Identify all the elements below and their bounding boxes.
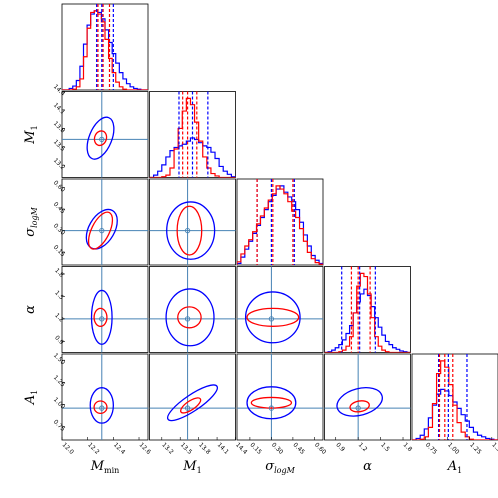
xtick-label-1-4: 14.4	[234, 441, 249, 456]
ytick-label-3-2: 1.5	[53, 290, 65, 302]
truth-marker-3-1	[184, 316, 191, 322]
panel-4-4	[411, 353, 498, 441]
panel-3-1	[149, 266, 236, 353]
contour-a-3-0	[90, 289, 113, 345]
contour-b-4-1	[180, 397, 202, 414]
truth-marker-4-0	[99, 405, 105, 411]
pair-1-0	[62, 91, 148, 178]
contour-b-4-0	[93, 400, 108, 415]
contour-a-1-0	[86, 116, 115, 160]
panel-1-0	[61, 91, 149, 178]
panel-4-3	[324, 353, 411, 441]
contour-a-4-0	[89, 387, 114, 424]
contour-b-4-2	[250, 396, 293, 409]
ylabel-M1: M1	[23, 125, 39, 144]
ylabel-alpha: α	[23, 305, 38, 314]
xtick-label-4-1: 1.00	[446, 441, 461, 456]
diag-4	[412, 354, 498, 440]
truth-marker-3-2	[268, 316, 275, 322]
truth-marker-4-2	[268, 405, 275, 411]
ylabel-sigma: σlogM	[23, 206, 39, 236]
panel-2-1	[149, 178, 236, 266]
contour-a-4-3	[336, 387, 383, 417]
panel-2-0	[61, 178, 149, 266]
hist-a-1	[149, 137, 236, 178]
xtick-label-0-1: 12.2	[86, 441, 101, 456]
pair-4-2	[237, 354, 323, 440]
xtick-label-1-0: 13.2	[160, 441, 175, 456]
pair-4-0	[62, 354, 148, 440]
xtick-label-2-0: 0.15	[248, 441, 263, 456]
contour-a-4-2	[246, 386, 297, 420]
contour-b-1-0	[93, 130, 108, 147]
xtick-label-4-2: 1.25	[468, 441, 483, 456]
contour-b-3-1	[177, 306, 202, 329]
truth-marker-4-3	[355, 405, 361, 411]
panel-2-2	[236, 178, 324, 266]
hist-b-2	[237, 185, 323, 265]
xlabel-Mmin: Mmin	[90, 459, 120, 475]
xtick-label-4-3: 1.50	[490, 441, 498, 456]
xtick-label-0-3: 12.6	[138, 441, 153, 456]
xtick-label-0-0: 12.0	[61, 441, 76, 456]
ylabel-A1: A1	[23, 390, 39, 405]
pair-3-0	[62, 266, 148, 353]
diag-2	[237, 179, 323, 265]
panel-0-0	[61, 3, 149, 91]
xtick-label-2-2: 0.45	[291, 441, 306, 456]
pair-4-3	[324, 354, 411, 440]
panel-3-0	[61, 266, 149, 353]
xlabel-M1: M1	[182, 459, 201, 475]
xlabel-sigma: σlogM	[265, 459, 295, 475]
contour-a-4-1	[167, 384, 218, 422]
panel-4-0	[61, 353, 149, 441]
xtick-label-3-2: 1.5	[379, 441, 391, 453]
xlabel-A1: A1	[447, 459, 462, 475]
diag-1	[149, 91, 236, 178]
truth-marker-2-0	[99, 227, 105, 234]
contour-b-4-3	[349, 400, 370, 413]
diag-3	[324, 266, 411, 353]
xtick-label-3-3: 1.8	[402, 441, 414, 453]
truth-marker-1-0	[99, 136, 105, 143]
xtick-label-0-2: 12.4	[112, 441, 127, 456]
xtick-label-3-0: 0.9	[334, 441, 346, 453]
pair-4-1	[149, 354, 236, 440]
pair-3-2	[237, 266, 323, 353]
ytick-label-3-1: 1.2	[53, 312, 65, 324]
truth-marker-4-1	[184, 405, 191, 411]
truth-marker-3-0	[99, 316, 105, 322]
panel-3-2	[236, 266, 324, 353]
xtick-label-1-3: 14.1	[216, 441, 231, 456]
pair-3-1	[149, 266, 236, 353]
pair-2-0	[62, 179, 148, 265]
panel-4-1	[149, 353, 236, 441]
hist-a-4	[412, 388, 498, 440]
xtick-label-2-1: 0.30	[270, 441, 285, 456]
contour-a-3-1	[165, 288, 215, 347]
hist-b-4	[412, 360, 498, 440]
contour-a-3-2	[244, 291, 301, 344]
xtick-label-1-1: 13.5	[179, 441, 194, 456]
contour-b-2-1	[176, 205, 203, 256]
pair-2-1	[149, 179, 236, 265]
diag-0	[62, 4, 148, 90]
truth-marker-2-1	[184, 227, 191, 234]
xtick-label-4-0: 0.75	[424, 441, 439, 456]
hist-b-1	[149, 97, 236, 178]
xtick-label-3-1: 1.2	[357, 441, 369, 453]
ytick-label-3-3: 1.8	[53, 267, 65, 279]
xtick-label-1-2: 13.8	[197, 441, 212, 456]
panel-4-2	[236, 353, 324, 441]
xtick-label-2-3: 0.60	[313, 441, 328, 456]
contour-b-2-0	[87, 211, 114, 250]
ytick-label-3-0: 0.9	[53, 334, 65, 346]
xlabel-alpha: α	[363, 459, 372, 474]
hist-b-3	[324, 272, 411, 353]
contour-b-3-2	[246, 307, 300, 327]
contour-a-2-1	[166, 201, 216, 260]
contour-b-3-0	[93, 307, 108, 327]
